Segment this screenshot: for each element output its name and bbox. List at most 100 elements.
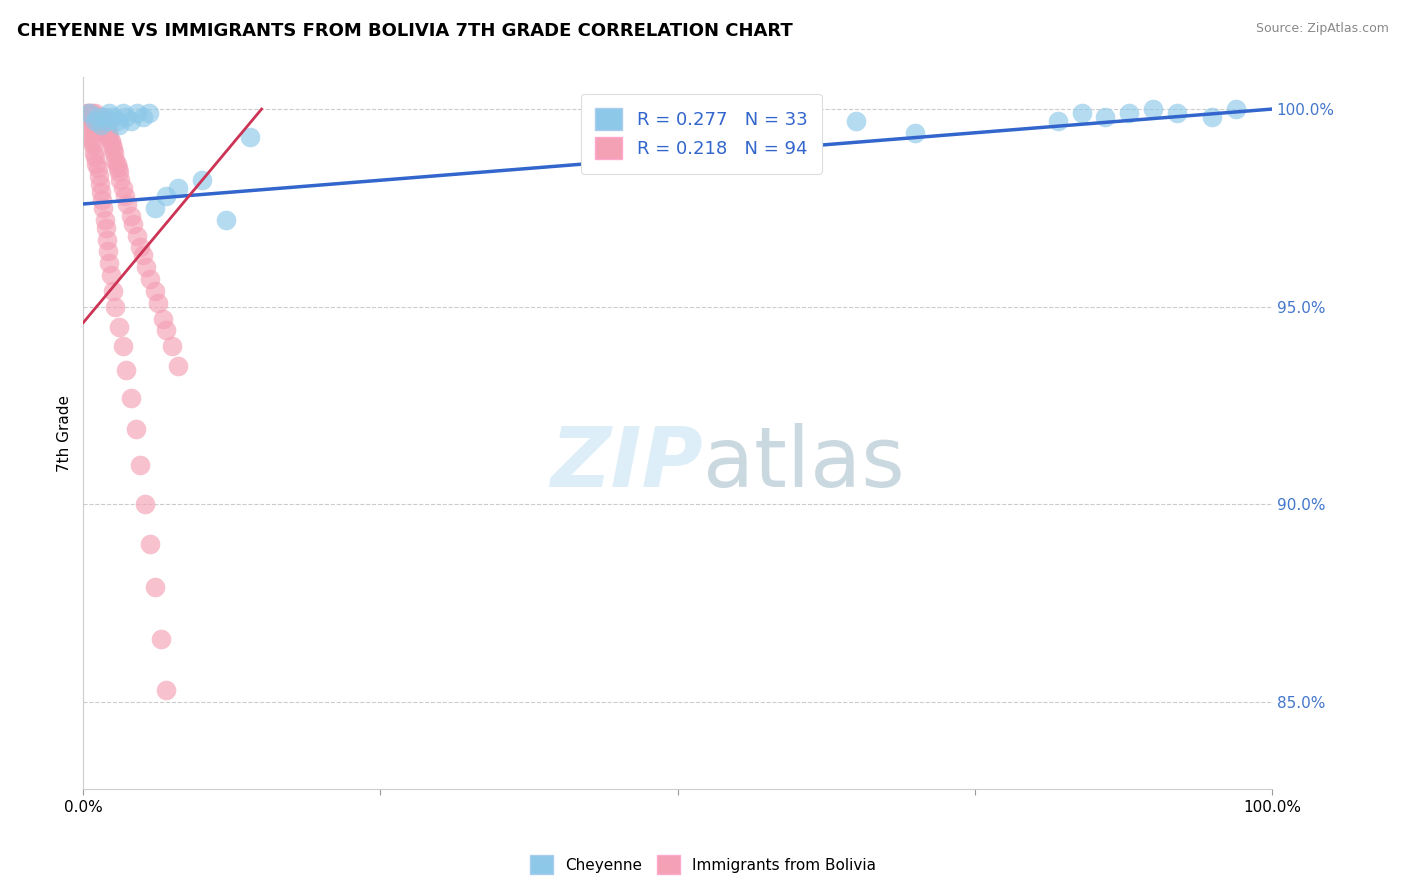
Point <box>79 129 101 144</box>
Point <box>139 272 162 286</box>
Point <box>96 126 118 140</box>
Point <box>76 110 98 124</box>
Point <box>108 319 131 334</box>
Point <box>89 118 111 132</box>
Point <box>167 359 190 373</box>
Point <box>120 391 142 405</box>
Point <box>77 106 100 120</box>
Point <box>132 110 155 124</box>
Point <box>117 197 139 211</box>
Point <box>86 161 108 176</box>
Y-axis label: 7th Grade: 7th Grade <box>58 395 72 472</box>
Point <box>146 295 169 310</box>
Point <box>139 537 162 551</box>
Point <box>1046 114 1069 128</box>
Point <box>79 106 101 120</box>
Point <box>80 106 103 120</box>
Text: ZIP: ZIP <box>550 424 703 504</box>
Point <box>84 114 107 128</box>
Point <box>191 173 214 187</box>
Point <box>101 137 124 152</box>
Point <box>104 153 127 168</box>
Point <box>125 228 148 243</box>
Point <box>96 121 118 136</box>
Point <box>86 110 108 124</box>
Point <box>100 268 122 282</box>
Point <box>93 212 115 227</box>
Point <box>1070 106 1092 120</box>
Point <box>135 260 157 275</box>
Point <box>86 114 108 128</box>
Point <box>104 300 127 314</box>
Point <box>107 161 129 176</box>
Point <box>97 126 120 140</box>
Point <box>115 363 138 377</box>
Point <box>96 233 118 247</box>
Point <box>96 114 118 128</box>
Point <box>77 110 100 124</box>
Point <box>904 126 927 140</box>
Point <box>93 110 115 124</box>
Point <box>98 129 121 144</box>
Point <box>84 149 107 163</box>
Point <box>80 134 103 148</box>
Point <box>101 284 124 298</box>
Point <box>100 134 122 148</box>
Point <box>1118 106 1140 120</box>
Point <box>155 189 177 203</box>
Point <box>90 114 112 128</box>
Text: atlas: atlas <box>703 424 904 504</box>
Point <box>86 110 108 124</box>
Point <box>93 114 115 128</box>
Point <box>82 110 104 124</box>
Point <box>129 458 152 472</box>
Point <box>97 244 120 259</box>
Point <box>1201 110 1223 124</box>
Point <box>105 114 128 128</box>
Point <box>77 118 100 132</box>
Point <box>162 339 184 353</box>
Point <box>87 114 110 128</box>
Point <box>143 581 166 595</box>
Point <box>1094 110 1116 124</box>
Point <box>93 121 115 136</box>
Point <box>108 118 131 132</box>
Point <box>103 145 125 160</box>
Point <box>77 121 100 136</box>
Legend: Cheyenne, Immigrants from Bolivia: Cheyenne, Immigrants from Bolivia <box>523 849 883 880</box>
Point <box>138 106 160 120</box>
Legend: R = 0.277   N = 33, R = 0.218   N = 94: R = 0.277 N = 33, R = 0.218 N = 94 <box>581 94 823 174</box>
Point <box>93 118 115 132</box>
Point <box>86 118 108 132</box>
Point <box>143 284 166 298</box>
Point <box>90 118 112 132</box>
Point <box>122 217 145 231</box>
Point <box>125 106 148 120</box>
Point <box>80 110 103 124</box>
Point <box>86 157 108 171</box>
Point <box>91 193 114 207</box>
Point <box>215 212 238 227</box>
Point <box>108 173 131 187</box>
Point <box>115 110 138 124</box>
Point <box>82 137 104 152</box>
Point <box>83 110 105 124</box>
Point <box>94 118 117 132</box>
Point <box>1225 102 1247 116</box>
Point <box>87 169 110 184</box>
Point <box>89 177 111 191</box>
Point <box>98 256 121 270</box>
Point <box>132 248 155 262</box>
Point <box>155 683 177 698</box>
Point <box>101 142 124 156</box>
Point <box>89 114 111 128</box>
Point <box>93 121 115 136</box>
Point <box>101 110 124 124</box>
Point <box>84 106 107 120</box>
Point <box>94 220 117 235</box>
Point <box>94 126 117 140</box>
Point <box>91 110 114 124</box>
Point <box>87 110 110 124</box>
Text: CHEYENNE VS IMMIGRANTS FROM BOLIVIA 7TH GRADE CORRELATION CHART: CHEYENNE VS IMMIGRANTS FROM BOLIVIA 7TH … <box>17 22 793 40</box>
Point <box>167 181 190 195</box>
